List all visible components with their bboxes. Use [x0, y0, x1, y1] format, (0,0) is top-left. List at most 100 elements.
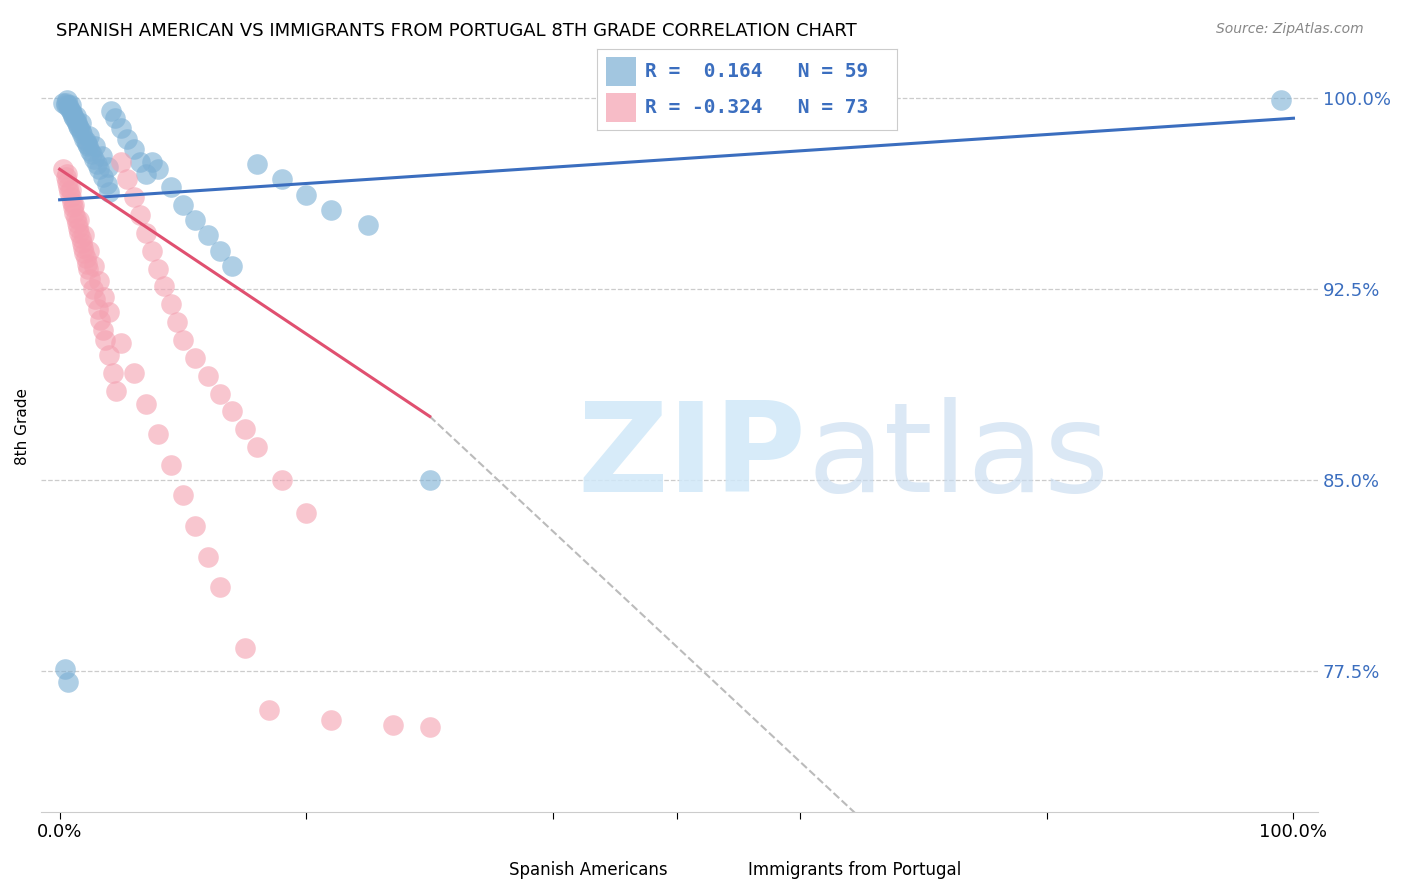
Point	[70, 127, 93, 141]
Point	[58, 180, 80, 194]
Point	[135, 397, 157, 411]
Point	[419, 720, 441, 734]
Point	[84, 292, 107, 306]
Point	[122, 366, 145, 380]
Point	[110, 121, 132, 136]
Y-axis label: 8th Grade: 8th Grade	[15, 388, 30, 465]
Point	[62, 109, 84, 123]
Point	[82, 282, 104, 296]
Point	[59, 103, 82, 118]
Point	[98, 185, 121, 199]
Point	[62, 201, 84, 215]
Point	[69, 124, 91, 138]
Point	[319, 202, 342, 217]
Point	[59, 183, 82, 197]
Point	[233, 641, 256, 656]
Point	[90, 149, 112, 163]
Point	[58, 98, 80, 112]
Point	[76, 136, 98, 151]
Point	[83, 259, 105, 273]
Point	[135, 226, 157, 240]
Point	[122, 142, 145, 156]
Point	[66, 216, 89, 230]
Point	[77, 129, 100, 144]
Point	[89, 312, 111, 326]
Point	[73, 246, 96, 260]
Point	[159, 180, 181, 194]
Point	[270, 473, 292, 487]
Point	[101, 366, 124, 380]
Point	[55, 98, 77, 112]
Point	[197, 368, 219, 383]
Point	[66, 116, 89, 130]
Point	[97, 160, 120, 174]
Point	[159, 297, 181, 311]
Point	[128, 154, 150, 169]
Text: Source: ZipAtlas.com: Source: ZipAtlas.com	[1216, 22, 1364, 37]
Point	[63, 112, 86, 126]
Point	[65, 109, 87, 123]
Point	[63, 205, 86, 219]
Point	[197, 228, 219, 243]
Point	[56, 167, 79, 181]
Point	[246, 440, 269, 454]
Point	[60, 195, 83, 210]
Point	[94, 333, 117, 347]
Point	[67, 220, 90, 235]
Point	[208, 580, 231, 594]
Point	[1270, 94, 1292, 108]
Point	[110, 154, 132, 169]
Point	[148, 261, 170, 276]
Point	[52, 95, 75, 110]
Point	[246, 157, 269, 171]
Point	[295, 506, 318, 520]
Point	[56, 94, 79, 108]
Point	[77, 244, 100, 258]
Point	[166, 315, 188, 329]
Point	[52, 162, 75, 177]
Point	[96, 178, 118, 192]
Point	[197, 549, 219, 564]
Point	[79, 272, 101, 286]
Text: Immigrants from Portugal: Immigrants from Portugal	[748, 861, 962, 879]
Point	[58, 674, 80, 689]
Point	[53, 662, 76, 676]
Point	[60, 106, 83, 120]
Point	[65, 211, 87, 225]
Point	[84, 139, 107, 153]
Point	[73, 228, 96, 243]
Point	[67, 213, 90, 227]
Point	[67, 226, 90, 240]
Point	[141, 154, 163, 169]
Point	[128, 208, 150, 222]
Point	[117, 131, 139, 145]
Point	[75, 252, 97, 266]
Point	[93, 290, 115, 304]
Point	[77, 139, 100, 153]
Point	[221, 259, 243, 273]
Point	[56, 175, 79, 189]
Point	[135, 167, 157, 181]
Point	[110, 335, 132, 350]
Point	[98, 348, 121, 362]
Point	[55, 169, 77, 184]
Point	[105, 384, 128, 398]
Point	[357, 219, 380, 233]
Point	[77, 261, 100, 276]
Point	[70, 236, 93, 251]
Text: atlas: atlas	[807, 397, 1109, 518]
Point	[79, 145, 101, 159]
Point	[295, 187, 318, 202]
Point	[172, 333, 194, 347]
Point	[148, 427, 170, 442]
Point	[148, 162, 170, 177]
Point	[55, 95, 77, 110]
Point	[75, 134, 97, 148]
Point	[184, 351, 207, 365]
Point	[419, 473, 441, 487]
Point	[381, 718, 404, 732]
Point	[104, 112, 127, 126]
Point	[208, 244, 231, 258]
Point	[63, 198, 86, 212]
Point	[233, 422, 256, 436]
